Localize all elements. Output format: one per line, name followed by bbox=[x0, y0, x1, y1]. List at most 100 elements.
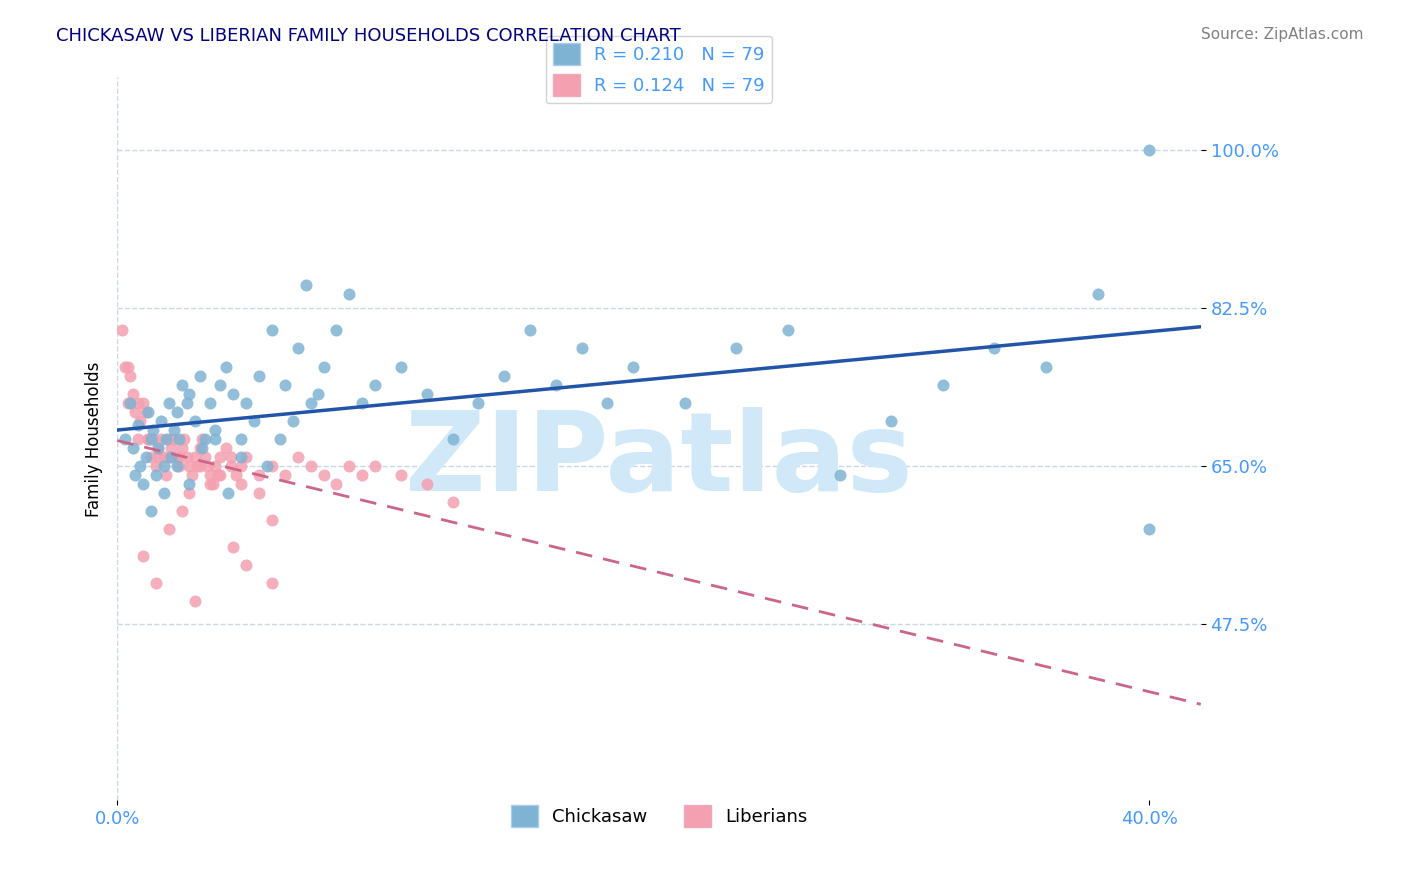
Point bbox=[1137, 522, 1160, 536]
Point bbox=[191, 441, 214, 455]
Point bbox=[260, 513, 283, 527]
Point bbox=[129, 458, 152, 473]
Point bbox=[132, 395, 155, 409]
Point bbox=[571, 342, 593, 356]
Point bbox=[183, 594, 205, 608]
Point bbox=[337, 287, 360, 301]
Point bbox=[111, 323, 134, 337]
Point bbox=[352, 395, 374, 409]
Point bbox=[983, 342, 1005, 356]
Point bbox=[247, 486, 270, 500]
Point bbox=[209, 467, 232, 482]
Point bbox=[157, 522, 180, 536]
Point bbox=[135, 405, 157, 419]
Point bbox=[776, 323, 799, 337]
Point bbox=[150, 414, 173, 428]
Point bbox=[256, 458, 278, 473]
Point bbox=[204, 432, 226, 446]
Point bbox=[173, 432, 195, 446]
Point bbox=[176, 395, 198, 409]
Point bbox=[129, 414, 152, 428]
Point bbox=[179, 458, 201, 473]
Point bbox=[364, 458, 387, 473]
Point bbox=[145, 467, 167, 482]
Point bbox=[135, 450, 157, 464]
Point bbox=[148, 441, 170, 455]
Y-axis label: Family Households: Family Households bbox=[86, 361, 103, 516]
Point bbox=[155, 467, 177, 482]
Point bbox=[209, 450, 232, 464]
Point bbox=[114, 432, 136, 446]
Point bbox=[145, 576, 167, 591]
Point bbox=[214, 359, 236, 374]
Point bbox=[209, 377, 232, 392]
Point bbox=[186, 458, 208, 473]
Point bbox=[214, 441, 236, 455]
Point bbox=[183, 450, 205, 464]
Point bbox=[274, 467, 297, 482]
Point bbox=[235, 558, 257, 573]
Point bbox=[198, 395, 221, 409]
Point bbox=[416, 477, 439, 491]
Point bbox=[416, 386, 439, 401]
Text: ZIPatlas: ZIPatlas bbox=[405, 407, 912, 514]
Point bbox=[160, 441, 183, 455]
Point bbox=[441, 432, 464, 446]
Point bbox=[136, 405, 159, 419]
Point bbox=[188, 458, 211, 473]
Point bbox=[150, 432, 173, 446]
Point bbox=[204, 423, 226, 437]
Point bbox=[494, 368, 516, 383]
Point bbox=[1137, 143, 1160, 157]
Point bbox=[155, 432, 177, 446]
Point bbox=[145, 458, 167, 473]
Point bbox=[287, 450, 309, 464]
Point bbox=[1087, 287, 1109, 301]
Point bbox=[179, 477, 201, 491]
Point bbox=[152, 450, 174, 464]
Point bbox=[120, 368, 142, 383]
Point bbox=[225, 467, 247, 482]
Text: CHICKASAW VS LIBERIAN FAMILY HOUSEHOLDS CORRELATION CHART: CHICKASAW VS LIBERIAN FAMILY HOUSEHOLDS … bbox=[56, 27, 681, 45]
Point bbox=[120, 395, 142, 409]
Point bbox=[188, 441, 211, 455]
Point bbox=[194, 450, 217, 464]
Point bbox=[299, 395, 322, 409]
Point bbox=[544, 377, 567, 392]
Point bbox=[117, 395, 139, 409]
Point bbox=[194, 432, 217, 446]
Point bbox=[139, 450, 162, 464]
Point bbox=[325, 477, 347, 491]
Point bbox=[170, 377, 193, 392]
Point bbox=[167, 450, 190, 464]
Point bbox=[307, 386, 329, 401]
Point bbox=[828, 467, 851, 482]
Point bbox=[312, 467, 335, 482]
Point bbox=[299, 458, 322, 473]
Point bbox=[725, 342, 748, 356]
Point bbox=[219, 458, 242, 473]
Point bbox=[124, 467, 146, 482]
Point bbox=[596, 395, 619, 409]
Point bbox=[204, 458, 226, 473]
Point bbox=[127, 395, 149, 409]
Point bbox=[167, 432, 190, 446]
Point bbox=[163, 432, 186, 446]
Point bbox=[179, 386, 201, 401]
Point bbox=[229, 458, 252, 473]
Point bbox=[121, 441, 143, 455]
Point bbox=[157, 395, 180, 409]
Point bbox=[389, 359, 412, 374]
Point bbox=[932, 377, 955, 392]
Point bbox=[157, 432, 180, 446]
Point bbox=[467, 395, 489, 409]
Point bbox=[621, 359, 644, 374]
Point bbox=[519, 323, 541, 337]
Point bbox=[281, 414, 304, 428]
Point bbox=[142, 423, 165, 437]
Point bbox=[179, 486, 201, 500]
Point bbox=[188, 368, 211, 383]
Point bbox=[235, 450, 257, 464]
Point bbox=[148, 441, 170, 455]
Point bbox=[152, 458, 174, 473]
